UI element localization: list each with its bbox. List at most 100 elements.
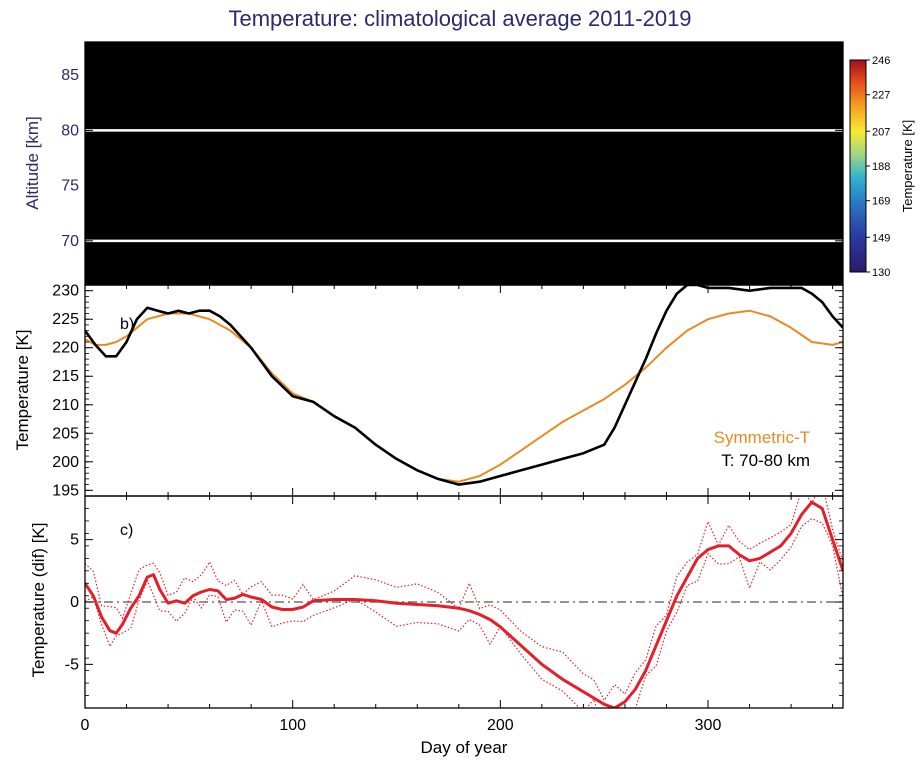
heatmap-cell bbox=[116, 213, 123, 220]
heatmap-cell bbox=[662, 235, 670, 242]
heatmap-cell bbox=[681, 262, 689, 270]
heatmap-cell bbox=[625, 279, 633, 285]
heatmap-cell bbox=[408, 80, 415, 87]
heatmap-cell bbox=[420, 47, 428, 54]
heatmap-cell bbox=[358, 58, 366, 65]
heatmap-cell bbox=[625, 157, 633, 165]
heatmap-cell bbox=[184, 185, 192, 192]
heatmap-cell bbox=[339, 273, 347, 281]
heatmap-cell bbox=[159, 235, 167, 242]
heatmap-cell bbox=[768, 130, 776, 137]
heatmap-cell bbox=[184, 180, 192, 187]
heatmap-cell bbox=[271, 262, 279, 270]
heatmap-cell bbox=[333, 119, 341, 126]
heatmap-cell bbox=[414, 58, 422, 65]
heatmap-cell bbox=[644, 97, 651, 104]
heatmap-cell bbox=[190, 218, 198, 225]
heatmap-cell bbox=[265, 157, 272, 165]
heatmap-cell bbox=[221, 174, 229, 181]
heatmap-cell bbox=[221, 75, 229, 82]
heatmap-cell bbox=[215, 102, 223, 109]
heatmap-cell bbox=[221, 240, 229, 247]
heatmap-cell bbox=[271, 86, 279, 93]
heatmap-cell bbox=[501, 163, 509, 170]
heatmap-cell bbox=[227, 169, 235, 176]
heatmap-cell bbox=[296, 141, 304, 148]
heatmap-cell bbox=[308, 64, 316, 71]
heatmap-cell bbox=[314, 58, 322, 65]
heatmap-cell bbox=[712, 64, 720, 71]
heatmap-cell bbox=[358, 97, 366, 104]
heatmap-cell bbox=[401, 268, 409, 275]
heatmap-cell bbox=[768, 180, 776, 187]
heatmap-cell bbox=[277, 119, 285, 126]
heatmap-cell bbox=[296, 91, 304, 98]
heatmap-cell bbox=[246, 75, 254, 82]
heatmap-cell bbox=[215, 91, 223, 98]
heatmap-cell bbox=[389, 202, 397, 209]
heatmap-cell bbox=[637, 169, 645, 176]
heatmap-cell bbox=[470, 169, 478, 176]
heatmap-cell bbox=[582, 53, 589, 60]
heatmap-cell bbox=[557, 58, 565, 65]
heatmap-cell bbox=[768, 135, 776, 143]
heatmap-cell bbox=[147, 246, 154, 253]
heatmap-cell bbox=[662, 130, 670, 137]
heatmap-cell bbox=[271, 97, 279, 104]
heatmap-cell bbox=[221, 246, 229, 253]
heatmap-cell bbox=[215, 80, 223, 87]
heatmap-cell bbox=[252, 202, 260, 209]
heatmap-cell bbox=[203, 91, 210, 98]
heatmap-cell bbox=[408, 196, 415, 203]
heatmap-cell bbox=[451, 113, 459, 120]
heatmap-cell bbox=[321, 135, 328, 143]
heatmap-cell bbox=[314, 108, 322, 115]
heatmap-cell bbox=[426, 224, 434, 231]
heatmap-cell bbox=[128, 229, 136, 236]
heatmap-cell bbox=[637, 97, 645, 104]
heatmap-cell bbox=[389, 207, 397, 214]
heatmap-cell bbox=[768, 240, 776, 247]
heatmap-cell bbox=[501, 240, 509, 247]
heatmap-cell bbox=[153, 157, 161, 165]
heatmap-cell bbox=[165, 262, 173, 270]
heatmap-cell bbox=[656, 47, 664, 54]
heatmap-cell bbox=[563, 246, 571, 253]
heatmap-cell bbox=[252, 80, 260, 87]
heatmap-cell bbox=[97, 185, 105, 192]
heatmap-cell bbox=[165, 157, 173, 165]
heatmap-cell bbox=[109, 119, 117, 126]
heatmap-cell bbox=[159, 202, 167, 209]
heatmap-cell bbox=[165, 80, 173, 87]
heatmap-cell bbox=[339, 53, 347, 60]
heatmap-cell bbox=[184, 108, 192, 115]
heatmap-cell bbox=[656, 146, 664, 154]
heatmap-cell bbox=[687, 146, 695, 154]
heatmap-cell bbox=[153, 174, 161, 181]
heatmap-cell bbox=[265, 202, 272, 209]
heatmap-cell bbox=[619, 185, 627, 192]
heatmap-cell bbox=[569, 130, 577, 137]
heatmap-cell bbox=[650, 257, 658, 264]
heatmap-cell bbox=[749, 196, 757, 203]
heatmap-cell bbox=[153, 113, 161, 120]
heatmap-cell bbox=[252, 141, 260, 148]
heatmap-cell bbox=[625, 185, 633, 192]
heatmap-cell bbox=[432, 229, 440, 236]
heatmap-cell bbox=[321, 279, 328, 285]
heatmap-cell bbox=[302, 196, 310, 203]
heatmap-cell bbox=[588, 268, 596, 275]
heatmap-cell bbox=[203, 229, 210, 236]
heatmap-cell bbox=[625, 152, 633, 159]
heatmap-cell bbox=[277, 108, 285, 115]
heatmap-cell bbox=[283, 130, 291, 137]
heatmap-cell bbox=[221, 135, 229, 143]
heatmap-cell bbox=[519, 113, 527, 120]
heatmap-cell bbox=[482, 113, 490, 120]
heatmap-cell bbox=[203, 279, 210, 285]
heatmap-cell bbox=[339, 42, 347, 49]
heatmap-cell bbox=[737, 196, 745, 203]
heatmap-cell bbox=[756, 246, 763, 253]
heatmap-cell bbox=[122, 42, 130, 49]
heatmap-cell bbox=[787, 157, 794, 165]
